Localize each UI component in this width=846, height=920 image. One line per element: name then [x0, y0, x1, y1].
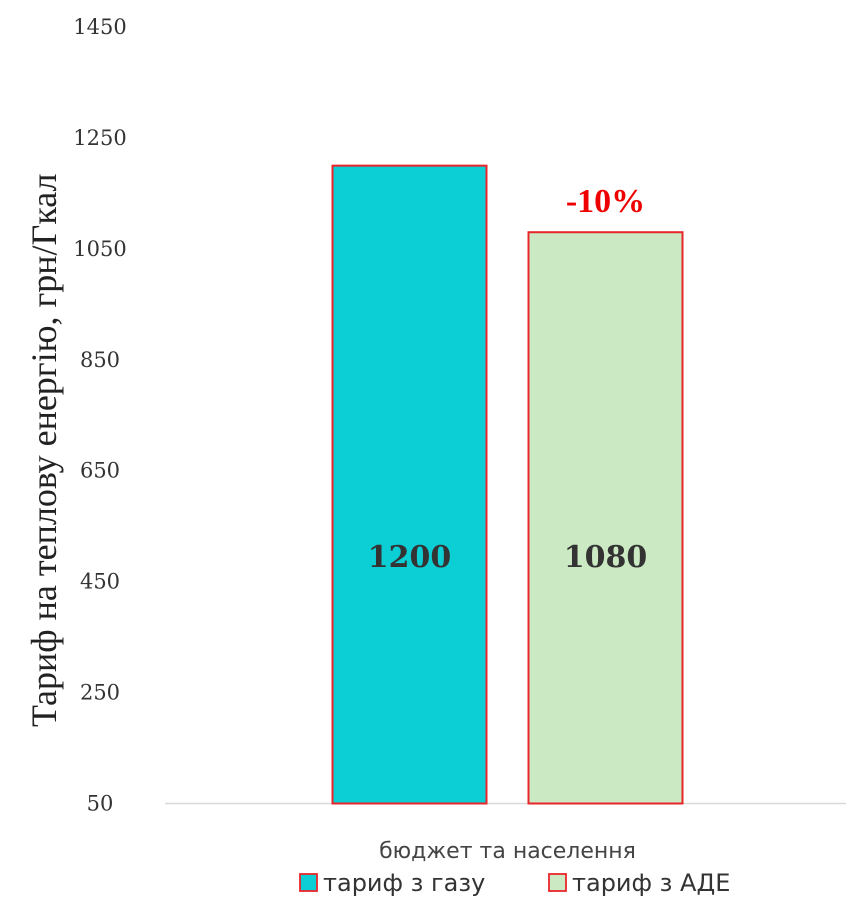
y-tick-label: 650: [80, 459, 120, 483]
y-tick-label: 250: [80, 681, 120, 705]
y-axis-title: Тариф на теплову енергію, грн/Гкал: [24, 173, 64, 727]
y-tick-label: 1050: [73, 237, 126, 261]
legend-swatch: [299, 873, 318, 892]
change-annotation: -10%: [566, 183, 645, 220]
legend-swatch: [548, 873, 567, 892]
bar-value-label: 1080: [564, 540, 648, 575]
y-axis-ticks: 50 250 450 650 850 1050 1250 1450: [73, 15, 126, 816]
legend-label: тариф з АДЕ: [572, 869, 730, 897]
y-tick-label: 50: [87, 792, 114, 816]
bars: 1200 1080 -10%: [331, 164, 684, 805]
bar-gas-tariff: [331, 164, 488, 805]
y-tick-label: 1450: [73, 15, 126, 39]
bar-value-label: 1200: [368, 540, 452, 575]
bar-ade-tariff: [527, 231, 684, 805]
y-tick-label: 850: [80, 348, 120, 372]
category-label: бюджет та населення: [379, 839, 636, 864]
legend: тариф з газу тариф з АДЕ: [299, 869, 730, 897]
legend-label: тариф з газу: [323, 869, 485, 897]
y-tick-label: 1250: [73, 126, 126, 150]
y-tick-label: 450: [80, 570, 120, 594]
